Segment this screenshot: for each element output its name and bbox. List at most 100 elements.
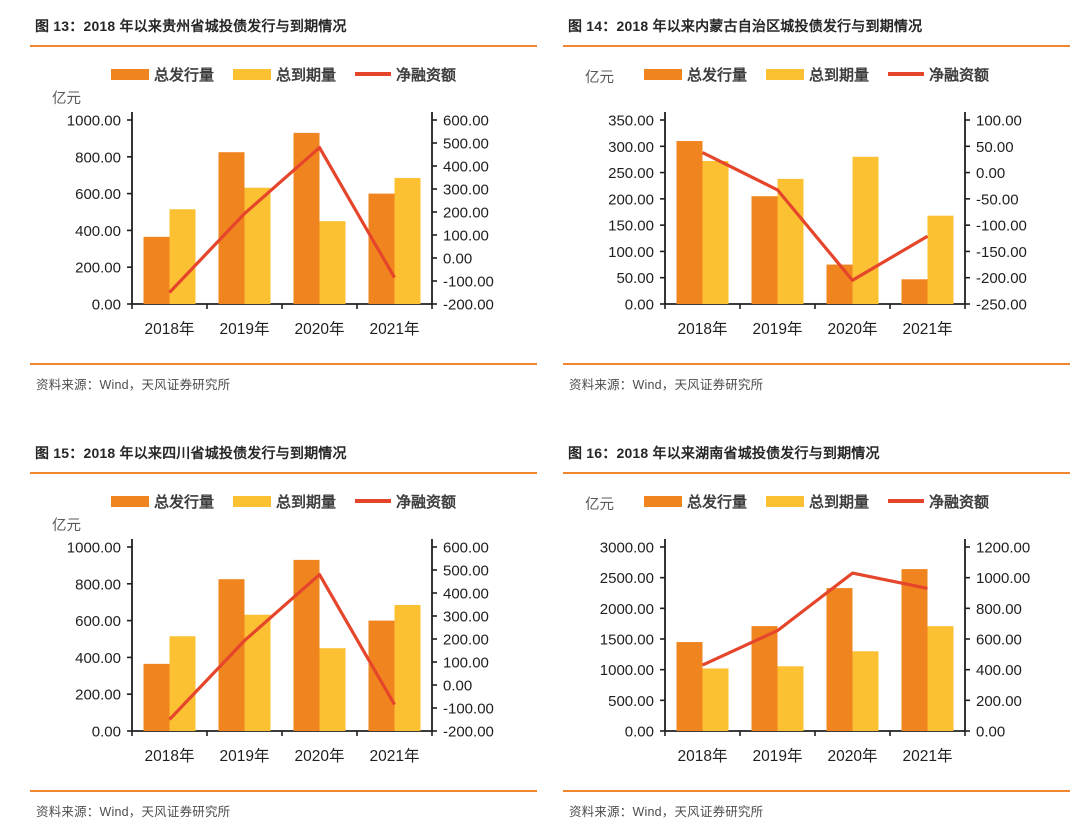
left-axis-tick-label: 300.00 bbox=[608, 139, 654, 156]
legend-item-maturity: 总到期量 bbox=[765, 491, 869, 512]
legend-item-issue: 总发行量 bbox=[110, 491, 214, 512]
right-axis-tick-label: 0.00 bbox=[443, 678, 472, 695]
right-axis-tick-label: 0.00 bbox=[443, 251, 472, 268]
legend-item-maturity: 总到期量 bbox=[232, 491, 336, 512]
left-axis-tick-label: 0.00 bbox=[92, 297, 121, 314]
legend-label: 总发行量 bbox=[153, 66, 214, 84]
legend-row: 总发行量 总到期量 净融资额 bbox=[563, 489, 1070, 513]
left-axis-tick-label: 50.00 bbox=[616, 270, 654, 287]
right-axis-tick-label: -100.00 bbox=[976, 218, 1027, 235]
net-line bbox=[701, 571, 928, 667]
right-axis-tick-label: 50.00 bbox=[976, 139, 1014, 156]
combo-chart-svg: 0.00 50.00 100.00 150.00 200.00 250.00 300.00 3… bbox=[608, 112, 1027, 338]
issue-bar bbox=[368, 193, 395, 304]
maturity-bar bbox=[244, 187, 271, 304]
right-axis-tick-label: 200.00 bbox=[443, 205, 489, 222]
right-axis-tick-label: -200.00 bbox=[443, 724, 494, 741]
right-axis-tick-label: -200.00 bbox=[443, 297, 494, 314]
net-line-swatch bbox=[888, 499, 924, 503]
left-axis-tick-label: 150.00 bbox=[608, 218, 654, 235]
left-axis-tick-label: 200.00 bbox=[75, 260, 121, 277]
legend: 总发行量 总到期量 净融资额 亿元 bbox=[30, 62, 537, 108]
legend-label: 净融资额 bbox=[929, 493, 990, 511]
source-note: 资料来源：Wind，天风证券研究所 bbox=[36, 378, 231, 392]
source-divider bbox=[563, 363, 1070, 365]
issue-bar bbox=[676, 642, 703, 731]
legend-item-net: 净融资额 bbox=[888, 491, 989, 512]
right-axis-tick-label: -100.00 bbox=[443, 274, 494, 291]
legend-label: 总到期量 bbox=[275, 66, 336, 84]
left-axis-tick-label: 1500.00 bbox=[600, 632, 654, 649]
x-axis-category-label: 2020年 bbox=[828, 747, 878, 765]
legend-item-net: 净融资额 bbox=[355, 64, 456, 85]
issue-bar bbox=[143, 663, 170, 731]
maturity-bar bbox=[244, 614, 271, 731]
maturity-bar-swatch bbox=[232, 68, 271, 80]
axis-unit-label: 亿元 bbox=[585, 497, 614, 513]
right-axis-tick-label: 800.00 bbox=[976, 601, 1022, 618]
maturity-bar bbox=[852, 651, 879, 731]
right-axis-tick-label: -250.00 bbox=[976, 297, 1027, 314]
left-axis-tick-label: 500.00 bbox=[608, 693, 654, 710]
x-axis-category-label: 2021年 bbox=[370, 320, 420, 338]
right-axis-tick-label: -50.00 bbox=[976, 191, 1019, 208]
issue-bar-swatch bbox=[110, 68, 149, 80]
left-axis-tick-label: 1000.00 bbox=[67, 113, 121, 130]
figure-16: 图 16：2018 年以来湖南省城投债发行与到期情况 总发行量 总到期量 净融资… bbox=[563, 437, 1070, 820]
net-line-swatch bbox=[355, 72, 391, 76]
left-axis-tick-label: 100.00 bbox=[608, 244, 654, 261]
issue-bar bbox=[901, 279, 928, 304]
maturity-bar-swatch bbox=[765, 68, 804, 80]
legend: 总发行量 总到期量 净融资额 亿元 bbox=[563, 62, 1070, 108]
maturity-bar bbox=[777, 178, 804, 304]
right-axis-tick-label: 400.00 bbox=[443, 586, 489, 603]
legend-label: 净融资额 bbox=[396, 493, 457, 511]
issue-bar bbox=[826, 588, 853, 731]
legend-item-issue: 总发行量 bbox=[110, 64, 214, 85]
axis-unit-label: 亿元 bbox=[585, 70, 614, 86]
issue-bar bbox=[143, 236, 170, 304]
issue-bar-swatch bbox=[643, 495, 682, 507]
issue-bar bbox=[751, 196, 778, 304]
figure-title: 图 14：2018 年以来内蒙古自治区城投债发行与到期情况 bbox=[563, 10, 1070, 47]
x-axis-category-label: 2019年 bbox=[220, 747, 270, 765]
x-axis-category-label: 2019年 bbox=[220, 320, 270, 338]
right-axis-tick-label: 0.00 bbox=[976, 724, 1005, 741]
legend: 总发行量 总到期量 净融资额 亿元 bbox=[30, 489, 537, 535]
right-axis-tick-label: -200.00 bbox=[976, 270, 1027, 287]
right-axis-tick-label: 300.00 bbox=[443, 182, 489, 199]
source-divider bbox=[563, 790, 1070, 792]
right-axis-tick-label: 300.00 bbox=[443, 609, 489, 626]
left-axis-tick-label: 200.00 bbox=[75, 687, 121, 704]
left-axis-tick-label: 250.00 bbox=[608, 165, 654, 182]
source-note: 资料来源：Wind，天风证券研究所 bbox=[36, 805, 231, 819]
left-axis-tick-label: 350.00 bbox=[608, 113, 654, 130]
net-line bbox=[701, 151, 929, 282]
left-axis-tick-label: 1000.00 bbox=[600, 662, 654, 679]
left-axis-tick-label: 2000.00 bbox=[600, 601, 654, 618]
right-axis-tick-label: 100.00 bbox=[976, 113, 1022, 130]
right-axis-tick-label: 600.00 bbox=[443, 540, 489, 557]
x-axis-category-label: 2020年 bbox=[295, 747, 345, 765]
combo-chart-svg: 0.00 200.00 400.00 600.00 800.00 1000.00 -200.… bbox=[67, 539, 494, 765]
right-axis-tick-label: 0.00 bbox=[976, 165, 1005, 182]
left-axis-tick-label: 0.00 bbox=[92, 724, 121, 741]
right-axis-tick-label: 100.00 bbox=[443, 655, 489, 672]
figure-title: 图 16：2018 年以来湖南省城投债发行与到期情况 bbox=[563, 437, 1070, 474]
issue-bar bbox=[293, 132, 320, 304]
issue-bar bbox=[901, 569, 928, 731]
legend-row: 总发行量 总到期量 净融资额 bbox=[30, 62, 537, 86]
right-axis-tick-label: 500.00 bbox=[443, 563, 489, 580]
x-axis-category-label: 2018年 bbox=[678, 320, 728, 338]
legend-item-net: 净融资额 bbox=[355, 491, 456, 512]
left-axis-tick-label: 0.00 bbox=[625, 724, 654, 741]
legend-row: 总发行量 总到期量 净融资额 bbox=[563, 62, 1070, 86]
maturity-bar bbox=[702, 161, 729, 304]
x-axis-category-label: 2021年 bbox=[903, 747, 953, 765]
right-axis-tick-label: 400.00 bbox=[976, 662, 1022, 679]
legend-label: 总发行量 bbox=[153, 493, 214, 511]
right-axis-tick-label: 200.00 bbox=[976, 693, 1022, 710]
net-line-swatch bbox=[888, 72, 924, 76]
issue-bar-swatch bbox=[110, 495, 149, 507]
